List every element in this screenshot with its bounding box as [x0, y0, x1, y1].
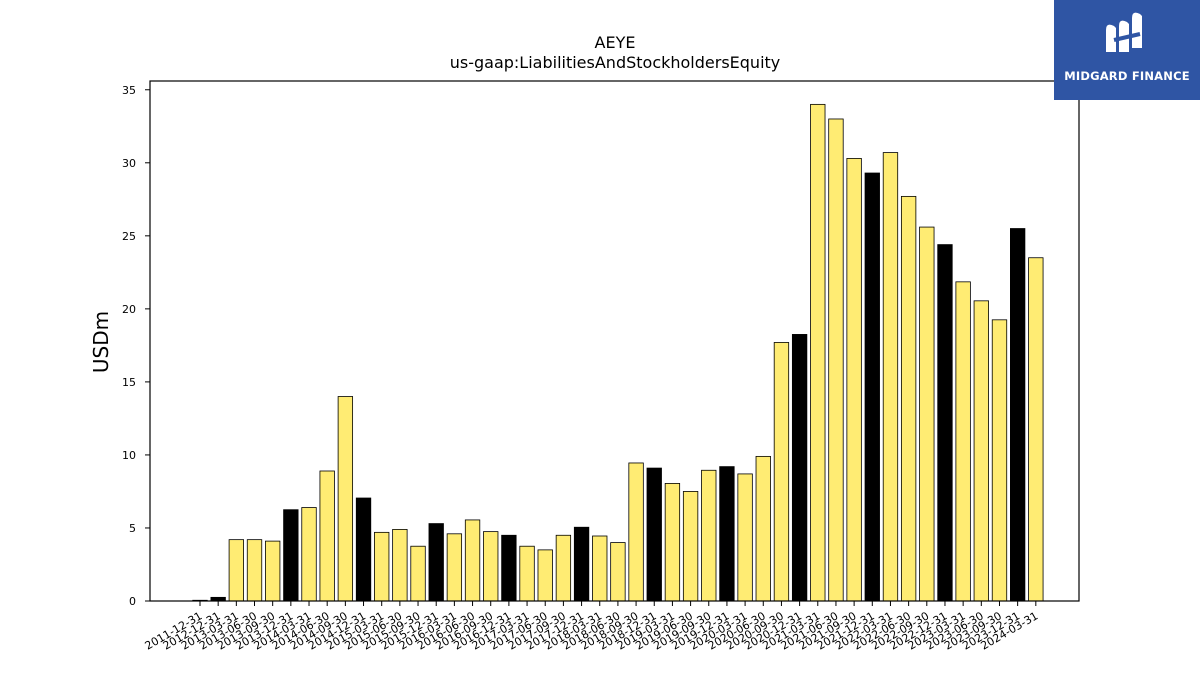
bar-2024-03-31	[1028, 257, 1044, 602]
bar-2013-06-30	[246, 539, 263, 602]
y-axis-label: USDm	[89, 311, 113, 373]
bar-2019-03-31	[664, 483, 681, 602]
bar-2023-12-31	[1010, 228, 1026, 602]
bar-2017-09-30	[555, 534, 572, 602]
bar-2023-03-31	[955, 281, 971, 602]
bar-2018-06-30	[610, 542, 626, 602]
y-tick-label: 35	[122, 84, 136, 97]
y-tick-label: 20	[122, 303, 136, 316]
bar-2014-09-30	[337, 396, 354, 602]
plot-frame	[149, 80, 1080, 602]
y-tick-label: 30	[122, 157, 136, 170]
bar-2015-09-30	[410, 545, 426, 602]
y-tick-label: 15	[122, 376, 136, 389]
bar-2019-06-30	[682, 491, 699, 602]
bar-2020-06-30	[755, 455, 771, 602]
bar-2017-12-31	[573, 526, 590, 602]
bar-2014-06-30	[319, 470, 335, 602]
bar-2022-03-31	[882, 152, 899, 602]
bar-2019-09-30	[701, 469, 717, 602]
bar-2016-03-31	[446, 533, 463, 602]
bar-2022-09-30	[919, 226, 935, 602]
y-tick-label: 0	[129, 595, 136, 608]
bars-group	[192, 103, 1044, 602]
bar-2013-09-30	[265, 540, 281, 602]
logo-text: MIDGARD FINANCE	[1064, 69, 1190, 83]
bar-2019-12-31	[719, 466, 735, 602]
bar-2014-03-31	[301, 507, 317, 602]
midgard-finance-logo: MIDGARD FINANCE	[1054, 0, 1200, 100]
bar-2022-12-31	[937, 244, 953, 602]
bar-2020-03-31	[737, 473, 753, 602]
bar-2020-09-30	[773, 342, 790, 602]
bar-2021-09-30	[846, 158, 862, 602]
bar-2016-06-30	[464, 519, 481, 602]
bar-2015-12-31	[428, 523, 444, 602]
bar-2013-12-31	[283, 509, 299, 602]
y-tick-label: 10	[122, 449, 136, 462]
bar-2016-09-30	[483, 531, 499, 602]
chart-subtitle: us-gaap:LiabilitiesAndStockholdersEquity	[450, 53, 781, 72]
y-axis-ticks: 0 5 10 15 20 25 30 35	[122, 84, 150, 608]
y-tick-label: 25	[122, 230, 136, 243]
bar-2020-12-31	[791, 334, 808, 602]
bar-2023-06-30	[973, 300, 989, 602]
y-tick-label: 5	[129, 522, 136, 535]
bar-2018-03-31	[592, 535, 608, 602]
bar-2013-03-31	[228, 539, 244, 602]
bar-2018-09-30	[628, 462, 644, 602]
bar-2017-06-30	[537, 549, 553, 602]
bar-2016-12-31	[501, 534, 517, 602]
bar-2021-06-30	[828, 118, 844, 602]
bar-2017-03-31	[519, 545, 535, 602]
x-axis-ticks: 2011-12-312012-12-312013-03-312013-06-30…	[143, 601, 1040, 653]
bar-2014-12-31	[355, 497, 372, 602]
bar-2018-12-31	[646, 467, 662, 602]
bar-2022-06-30	[900, 195, 917, 602]
logo-mark-icon	[1106, 12, 1142, 52]
bar-2015-03-31	[374, 531, 390, 602]
chart-title: AEYE	[595, 33, 636, 52]
bar-2023-09-30	[991, 319, 1008, 602]
bar-2015-06-30	[392, 529, 408, 602]
bar-2021-03-31	[810, 103, 826, 602]
bar-2021-12-31	[864, 172, 880, 602]
